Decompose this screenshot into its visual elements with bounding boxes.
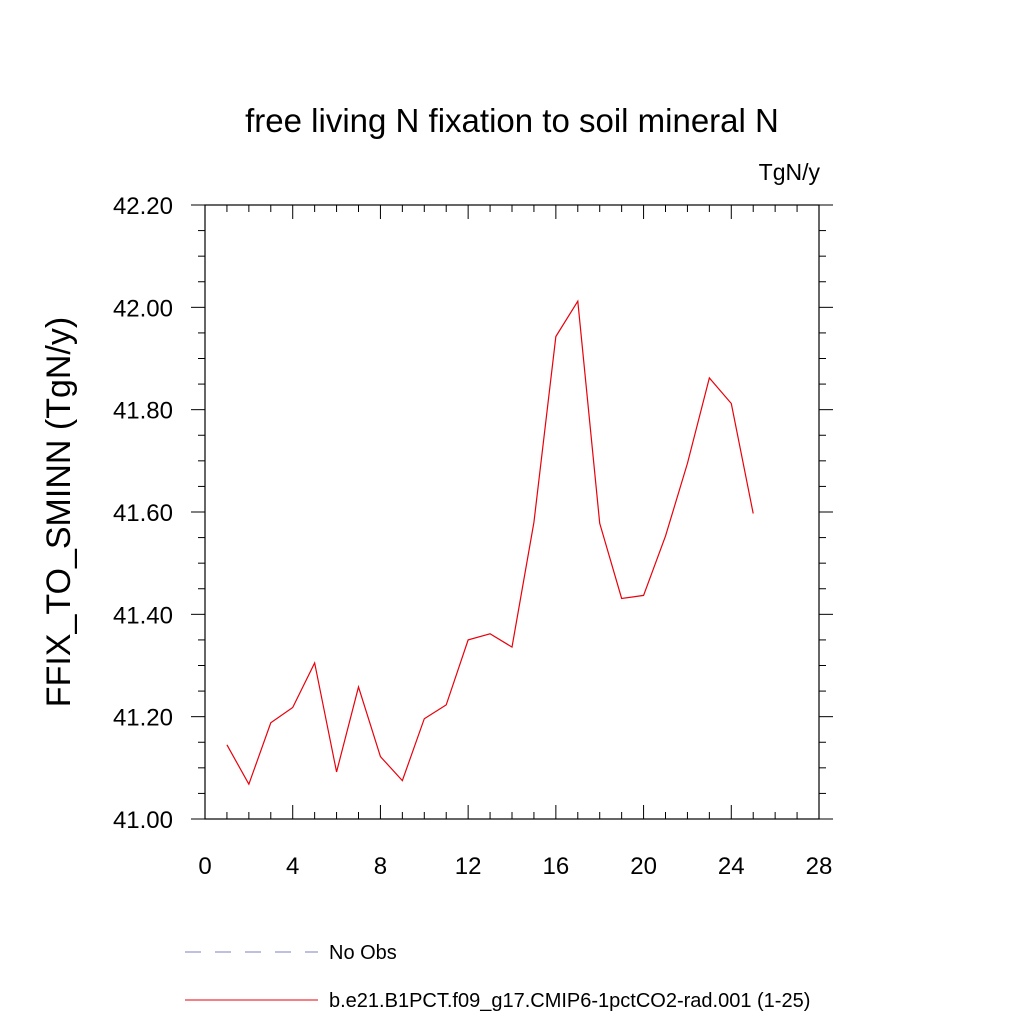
series-lines — [226, 299, 754, 786]
x-tick-label: 28 — [806, 853, 833, 880]
x-tick-label: 0 — [198, 853, 211, 880]
y-tick-label: 41.20 — [113, 705, 173, 732]
y-tick-label: 41.60 — [113, 500, 173, 527]
x-tick-label: 8 — [374, 853, 387, 880]
y-tick-label: 42.00 — [113, 295, 173, 322]
y-tick-label: 42.20 — [113, 193, 173, 220]
y-axis-label: FFIX_TO_SMINN (TgN/y) — [40, 317, 78, 707]
y-tick-label: 41.00 — [113, 807, 173, 834]
tick-labels: 0 4 8 12 16 20 24 28 41.00 41.20 41.40 41.60 41.80 42… — [113, 193, 832, 880]
plot-frame — [204, 204, 820, 820]
legend-label: No Obs — [329, 942, 397, 964]
series-line — [226, 299, 754, 786]
y-tick-label: 41.80 — [113, 398, 173, 425]
legend: No Obs b.e21.B1PCT.f09_g17.CMIP6-1pctCO2-… — [185, 942, 810, 1012]
axis-ticks — [191, 204, 833, 820]
legend-label: b.e21.B1PCT.f09_g17.CMIP6-1pctCO2-rad.00… — [329, 990, 810, 1012]
x-tick-label: 16 — [543, 853, 570, 880]
x-tick-label: 24 — [718, 853, 745, 880]
chart-title: free living N fixation to soil mineral N — [245, 102, 779, 139]
x-tick-label: 20 — [630, 853, 657, 880]
x-tick-label: 12 — [455, 853, 482, 880]
y-tick-label: 41.40 — [113, 602, 173, 629]
units-label: TgN/y — [759, 159, 821, 185]
x-tick-label: 4 — [286, 853, 299, 880]
